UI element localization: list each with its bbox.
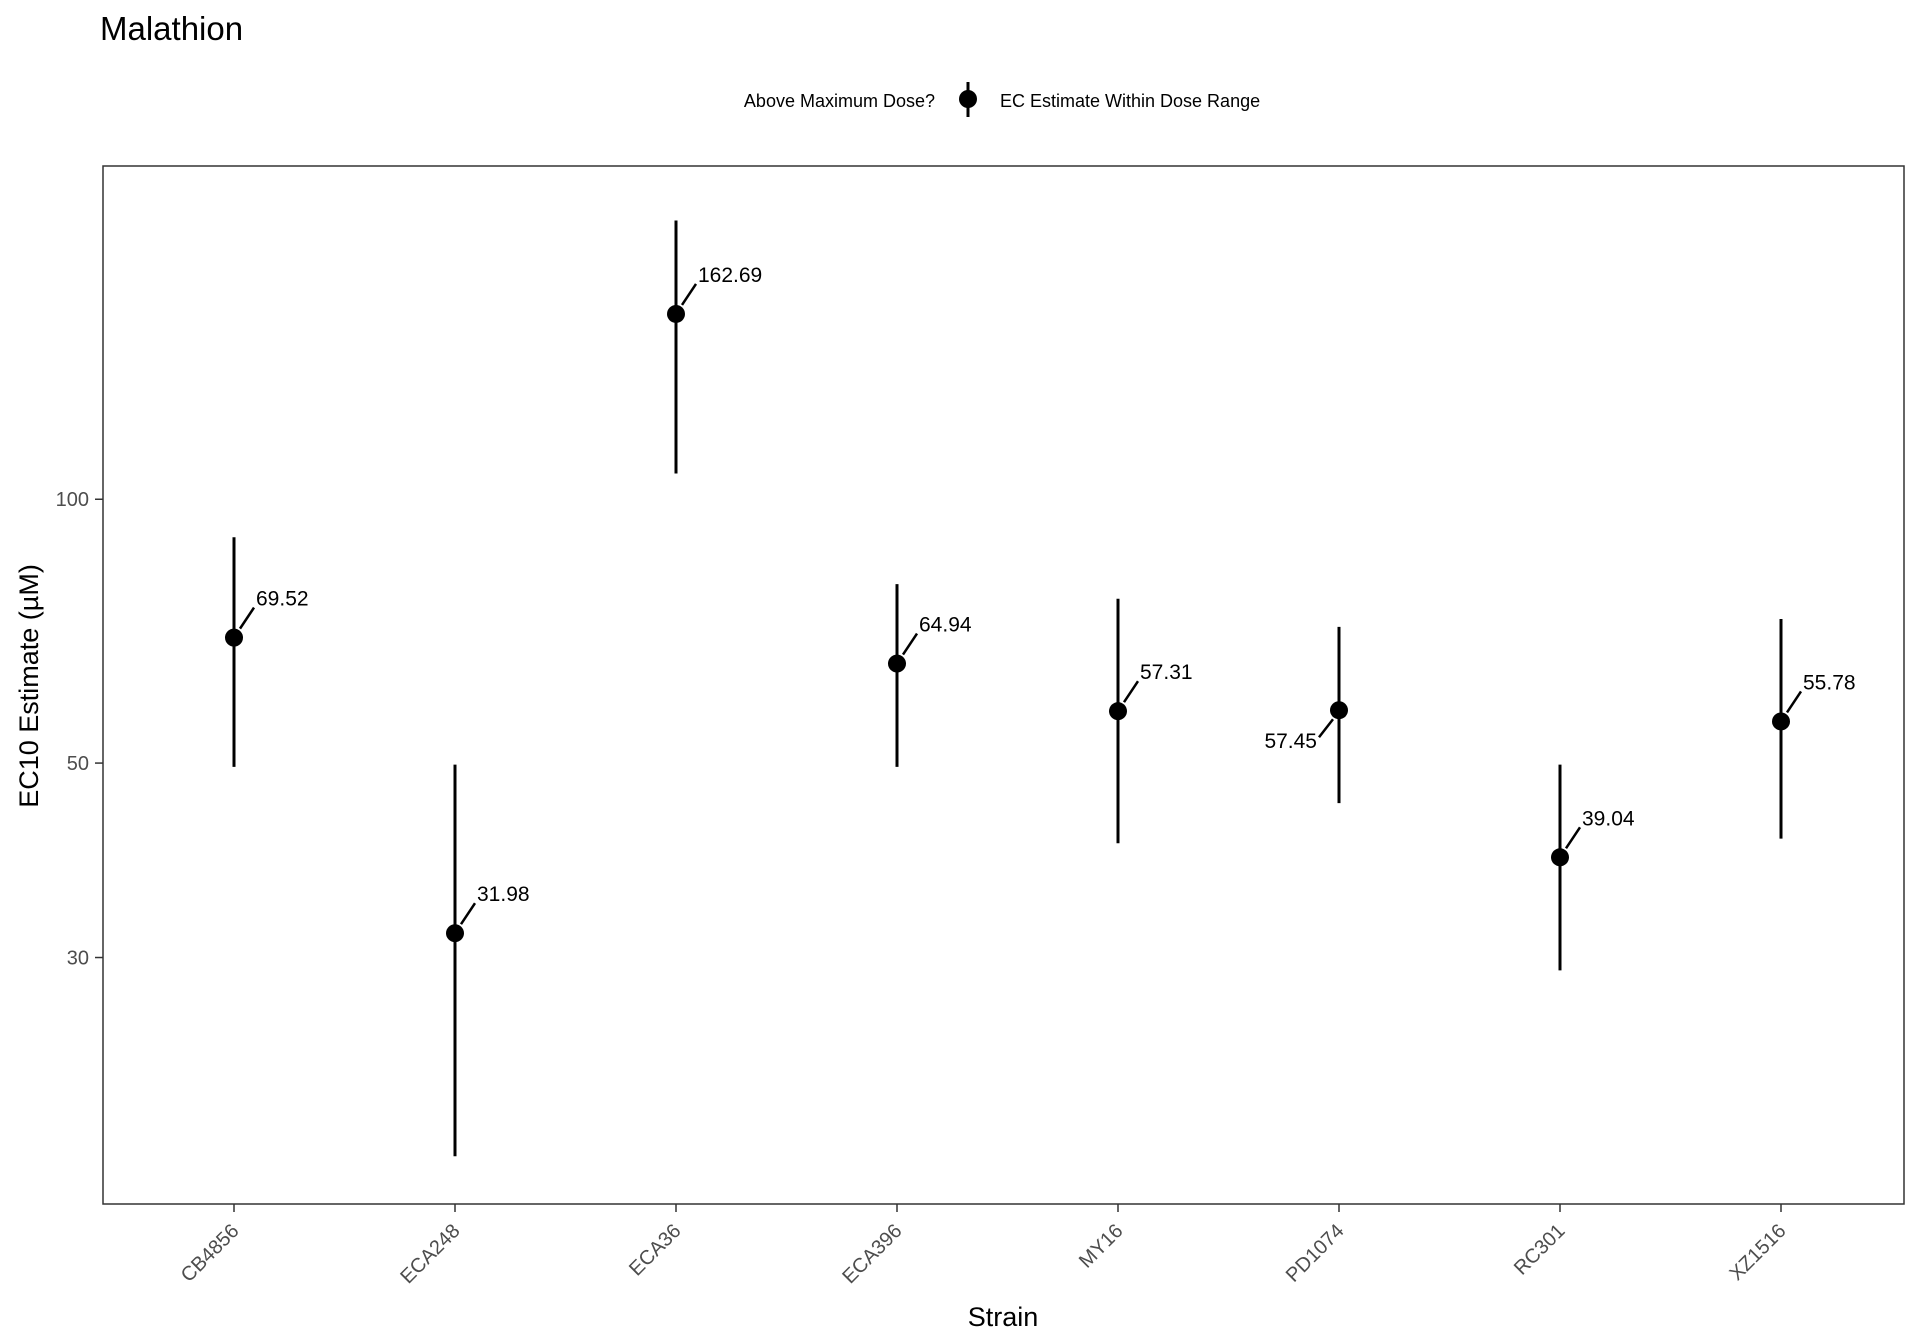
data-point [225,628,243,647]
data-point-group: 55.78 [1772,619,1856,839]
data-point-group: 57.45 [1264,626,1348,804]
plot-panel [102,165,1905,1205]
label-leader-line [680,283,698,306]
legend-title: Above Maximum Dose? [744,91,935,111]
x-tick-label: RC301 [1510,1220,1570,1280]
data-point-group: 162.69 [667,220,762,474]
y-axis-title: EC10 Estimate (µM) [14,564,44,808]
y-axis: 30 50 100 [56,489,103,970]
data-point [667,304,685,323]
legend: Above Maximum Dose? EC Estimate Within D… [744,82,1260,117]
x-tick-label: CB4856 [177,1220,244,1287]
data-label: 69.52 [256,588,309,611]
data-point-group: 57.31 [1109,598,1193,844]
x-tick-label: ECA36 [625,1220,685,1280]
data-label: 31.98 [477,883,530,906]
data-label: 162.69 [698,264,762,287]
data-point-group: 31.98 [446,764,530,1157]
x-tick-label: ECA396 [838,1220,906,1288]
data-point [1109,702,1127,721]
label-leader-line [1122,680,1140,703]
label-leader-line [901,632,919,656]
label-leader-line [1785,690,1803,714]
data-label: 64.94 [919,614,972,637]
label-leader-line [1318,718,1334,738]
label-leader-line [238,606,256,630]
data-label: 55.78 [1803,671,1856,694]
data-point-group: 64.94 [888,584,972,767]
data-point [1330,701,1348,720]
y-tick-label: 50 [67,753,89,775]
data-label: 57.45 [1264,730,1317,753]
y-tick-label: 30 [67,948,89,970]
x-axis-title: Strain [968,1302,1039,1332]
x-tick-label: MY16 [1075,1220,1128,1273]
x-tick-label: ECA248 [396,1220,464,1288]
y-tick-label: 100 [56,489,89,511]
data-marks: 69.52 31.98 162.69 64.94 57.31 57.45 39.04 55.7… [225,220,1856,1157]
data-label: 57.31 [1140,661,1193,684]
data-point [1772,712,1790,731]
data-point-group: 69.52 [225,537,309,767]
x-tick-label: PD1074 [1282,1220,1349,1287]
chart-title: Malathion [100,10,243,47]
label-leader-line [459,902,477,925]
legend-key-point [959,90,977,108]
data-point [446,924,464,943]
data-point-group: 39.04 [1551,764,1635,971]
data-point [888,654,906,673]
data-label: 39.04 [1582,807,1635,830]
x-axis: CB4856 ECA248 ECA36 ECA396 MY16 PD1074 RC301 XZ… [177,1204,1791,1288]
label-leader-line [1564,826,1582,849]
x-tick-label: XZ1516 [1725,1220,1790,1285]
legend-entry-label: EC Estimate Within Dose Range [1000,91,1260,111]
data-point [1551,848,1569,867]
